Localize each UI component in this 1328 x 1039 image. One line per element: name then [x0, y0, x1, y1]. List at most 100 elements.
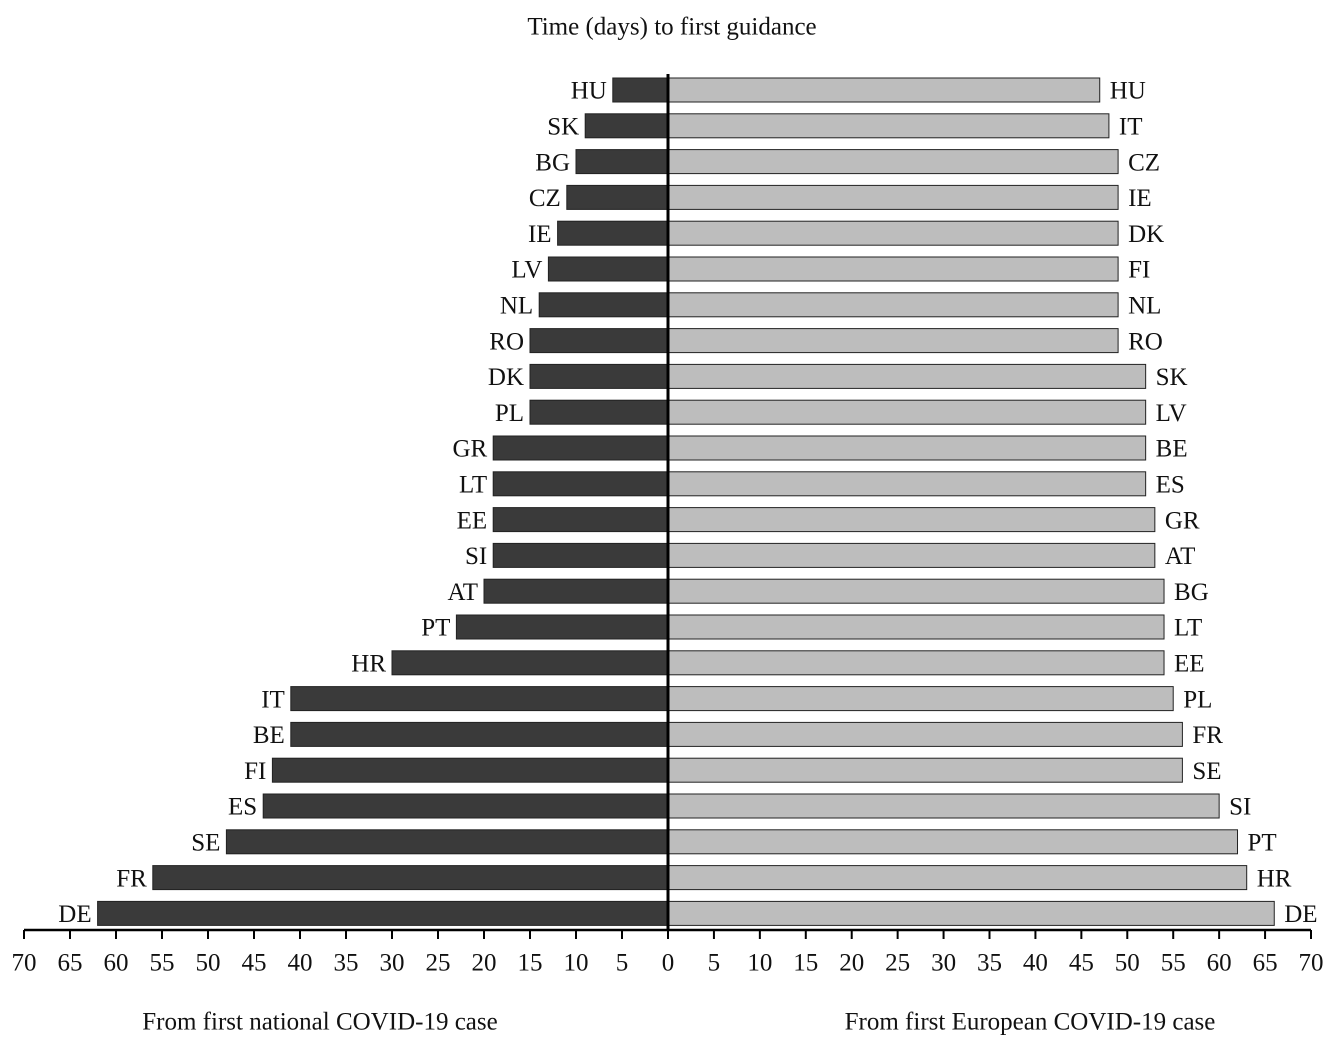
x-tick-label: 30 [931, 950, 956, 977]
bar [529, 328, 669, 354]
x-tick-label: 15 [518, 950, 543, 977]
x-tick-label: 35 [977, 950, 1002, 977]
x-tick-label: 40 [288, 950, 313, 977]
category-label: PT [421, 615, 450, 642]
category-label: BG [1174, 579, 1209, 606]
category-label: FI [1128, 257, 1150, 284]
x-tick-label: 25 [426, 950, 451, 977]
bar [667, 220, 1119, 246]
x-tick-label: 25 [885, 950, 910, 977]
x-tick-label: 60 [104, 950, 129, 977]
category-label: SK [547, 114, 579, 141]
category-label: PT [1248, 830, 1277, 857]
bar [667, 113, 1110, 139]
bar [667, 829, 1239, 855]
x-tick-label: 55 [150, 950, 175, 977]
bar [667, 865, 1248, 891]
bar [557, 220, 669, 246]
bar [152, 865, 669, 891]
bar [667, 184, 1119, 210]
category-label: SE [191, 830, 220, 857]
x-tick-label: 70 [1299, 950, 1324, 977]
x-tick-label: 50 [1115, 950, 1140, 977]
bar [612, 77, 669, 103]
category-label: CZ [529, 185, 561, 212]
category-label: ES [1156, 472, 1185, 499]
bar [667, 292, 1119, 318]
category-label: PL [1183, 686, 1212, 713]
category-label: HR [351, 651, 386, 678]
category-label: PL [495, 400, 524, 427]
category-label: LT [459, 472, 487, 499]
x-tick-label: 35 [334, 950, 359, 977]
bar [566, 184, 669, 210]
x-tick-label: 5 [708, 950, 721, 977]
bar [290, 721, 669, 747]
bar [492, 542, 669, 568]
bar [667, 900, 1275, 926]
category-label: DE [58, 901, 91, 928]
category-label: FR [116, 865, 147, 892]
category-label: BG [535, 149, 570, 176]
category-label: SI [465, 543, 487, 570]
category-label: BE [253, 722, 285, 749]
category-label: DE [1284, 901, 1317, 928]
bar [97, 900, 669, 926]
category-label: GR [452, 436, 487, 463]
x-tick-label: 65 [1253, 950, 1278, 977]
category-label: AT [447, 579, 478, 606]
x-tick-label: 10 [747, 950, 772, 977]
bar [667, 256, 1119, 282]
bar [547, 256, 669, 282]
category-label: BE [1156, 436, 1188, 463]
category-label: IE [528, 221, 552, 248]
x-tick-label: 15 [793, 950, 818, 977]
bar [455, 614, 669, 640]
category-label: LV [1156, 400, 1187, 427]
category-label: RO [1128, 328, 1163, 355]
bar [667, 793, 1220, 819]
bar [584, 113, 669, 139]
category-label: LV [511, 257, 542, 284]
x-tick-label: 0 [662, 950, 675, 977]
x-tick-label: 55 [1161, 950, 1186, 977]
bar [483, 578, 669, 604]
bar [667, 77, 1101, 103]
x-tick-label: 45 [242, 950, 267, 977]
x-axis-label: From first national COVID-19 case [142, 1009, 497, 1036]
category-label: CZ [1128, 149, 1160, 176]
bar [667, 507, 1156, 533]
bar [492, 507, 669, 533]
x-tick-label: 30 [380, 950, 405, 977]
bar [529, 363, 669, 389]
category-label: ES [228, 794, 257, 821]
x-tick-label: 40 [1023, 950, 1048, 977]
bar [271, 757, 669, 783]
bar [667, 471, 1147, 497]
x-tick-label: 10 [564, 950, 589, 977]
bar [538, 292, 669, 318]
category-label: EE [457, 507, 488, 534]
category-label: NL [1128, 293, 1161, 320]
bar [492, 471, 669, 497]
category-label: AT [1165, 543, 1196, 570]
bar [667, 149, 1119, 175]
category-label: HR [1257, 865, 1292, 892]
category-label: IT [1119, 114, 1143, 141]
x-tick-label: 5 [616, 950, 629, 977]
bar [575, 149, 669, 175]
bar [667, 328, 1119, 354]
bar [667, 686, 1174, 712]
bar [667, 614, 1165, 640]
bar [667, 650, 1165, 676]
bar [667, 578, 1165, 604]
bar [667, 435, 1147, 461]
x-tick-label: 65 [58, 950, 83, 977]
category-label: SK [1156, 364, 1188, 391]
category-label: SE [1192, 758, 1221, 785]
category-label: FR [1192, 722, 1223, 749]
category-label: IT [261, 686, 285, 713]
x-tick-label: 50 [196, 950, 221, 977]
x-axis-label: From first European COVID-19 case [845, 1009, 1216, 1036]
